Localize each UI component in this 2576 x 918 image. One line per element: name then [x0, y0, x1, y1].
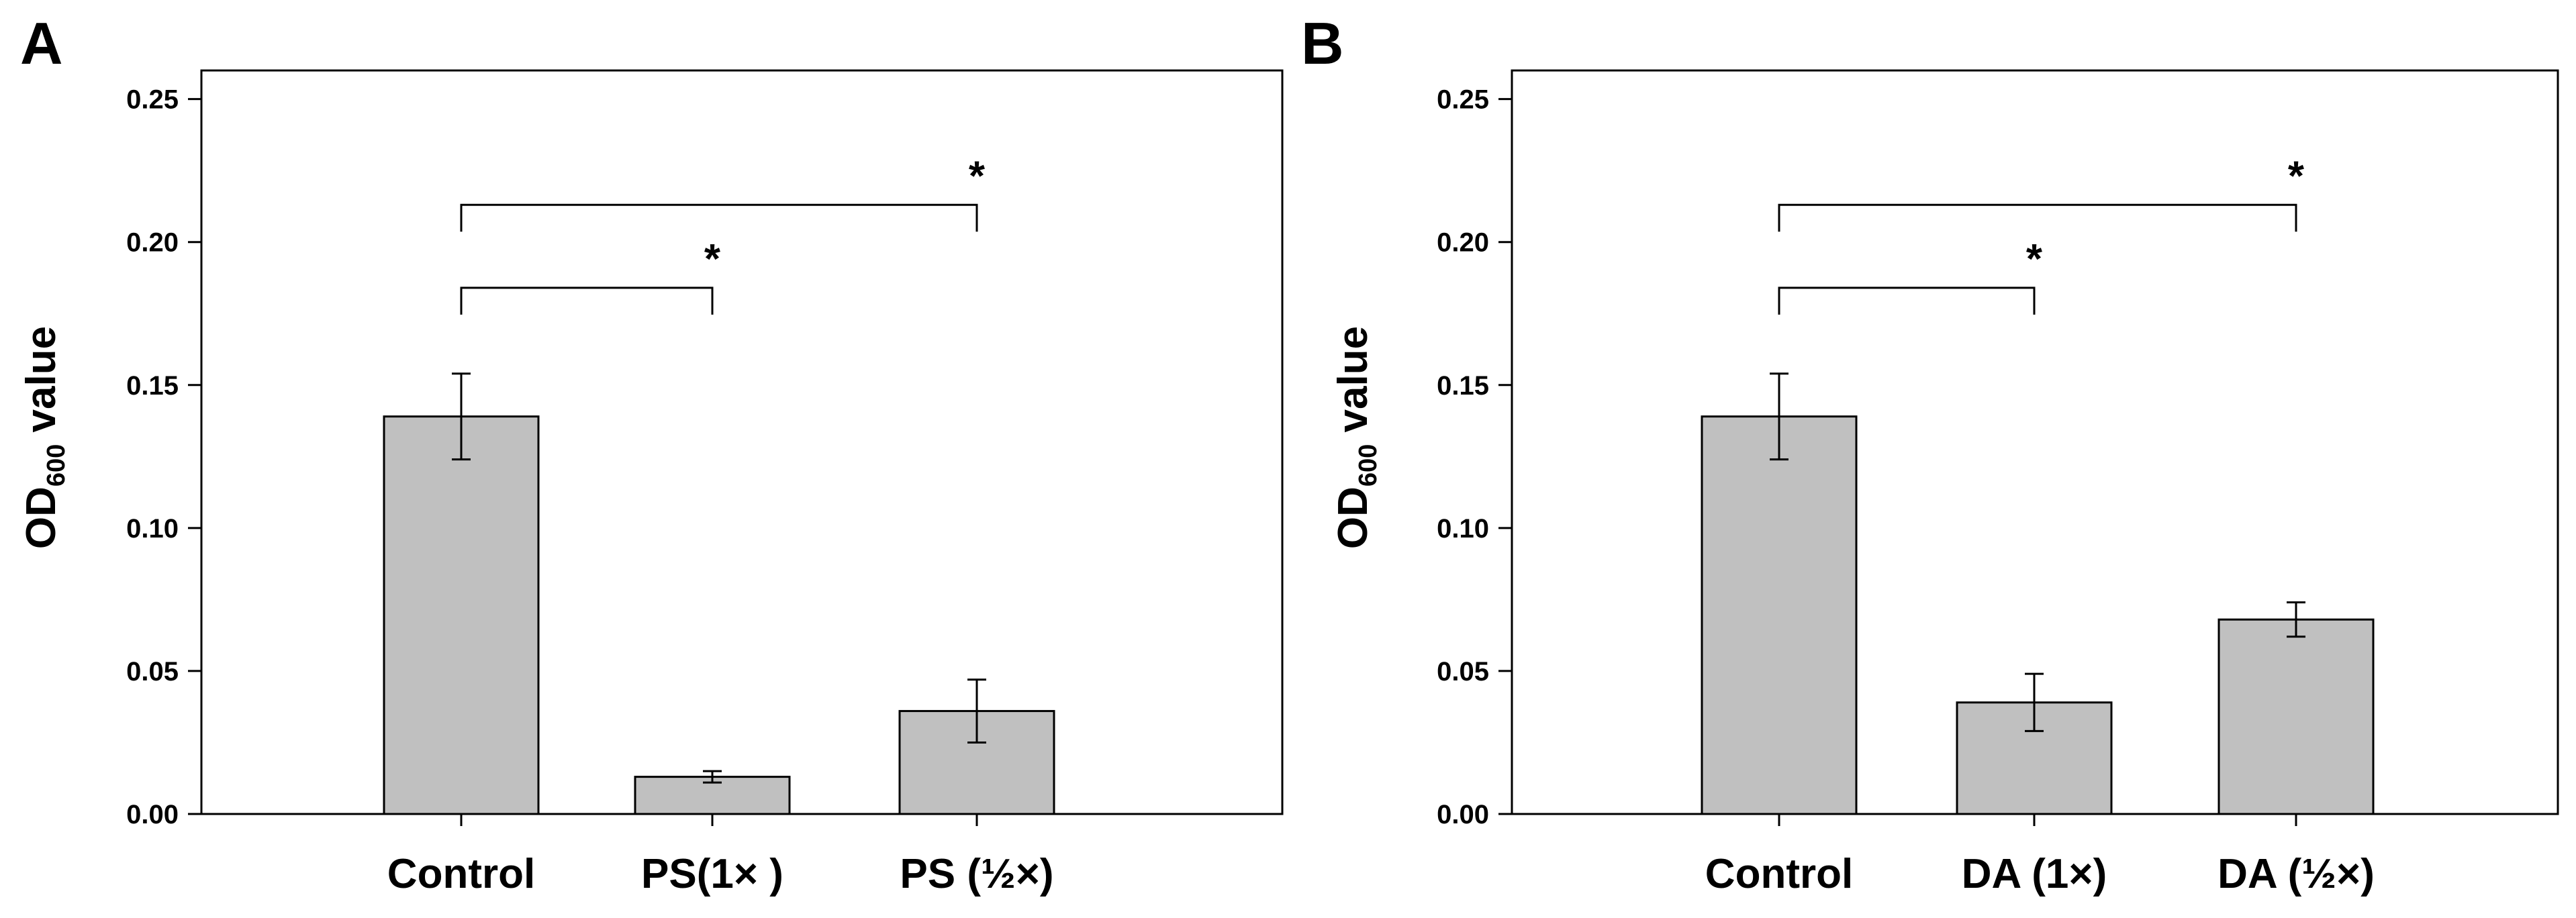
x-category-label: Control [387, 851, 535, 897]
panel-letter: B [1301, 10, 1344, 76]
significance-bracket [1778, 287, 2036, 315]
y-tick-label: 0.05 [1437, 657, 1489, 686]
y-axis-label-rest: value [18, 326, 64, 444]
panel-b: B 0.00 0.05 0.10 0.15 0.20 0.25 OD600 value Cont… [1301, 10, 2559, 897]
panel-letter: A [20, 10, 63, 76]
bar [1701, 415, 1858, 815]
y-tick-label: 0.00 [126, 800, 179, 829]
y-axis-label-subscript: 600 [1354, 444, 1382, 487]
significance-star: * [2288, 153, 2305, 199]
panel-a: A 0.00 0.05 0.10 0.15 0.20 0.25 OD600 value Cont… [18, 10, 1284, 897]
y-tick-label: 0.05 [126, 657, 179, 686]
y-tick-label: 0.20 [1437, 228, 1489, 258]
bar [383, 415, 540, 815]
x-category-label: PS (½×) [900, 851, 1053, 897]
y-tick-label: 0.10 [126, 514, 179, 544]
x-category-label: PS(1× ) [641, 851, 783, 897]
significance-star: * [704, 236, 721, 283]
y-axis-label-subscript: 600 [42, 444, 70, 487]
significance-star: * [969, 153, 986, 199]
y-axis-label-main: OD [18, 487, 64, 549]
y-tick-label: 0.15 [126, 371, 179, 401]
significance-bracket [460, 203, 978, 232]
y-tick-label: 0.20 [126, 228, 179, 258]
y-axis-label-rest: value [1330, 326, 1376, 444]
x-category-label: DA (½×) [2217, 851, 2375, 897]
y-axis-label-main: OD [1330, 487, 1376, 549]
y-tick-label: 0.10 [1437, 514, 1489, 544]
significance-bracket [1778, 203, 2297, 232]
plot-frame [200, 69, 1284, 815]
y-tick-label: 0.25 [126, 85, 179, 115]
y-axis-label: OD600 value [1330, 326, 1382, 549]
y-tick-label: 0.25 [1437, 85, 1489, 115]
significance-bracket [460, 287, 714, 315]
x-category-label: DA (1×) [1962, 851, 2107, 897]
bar [2217, 618, 2375, 815]
y-axis-label: OD600 value [18, 326, 70, 549]
y-tick-label: 0.15 [1437, 371, 1489, 401]
significance-star: * [2026, 236, 2043, 283]
y-tick-label: 0.00 [1437, 800, 1489, 829]
x-category-label: Control [1705, 851, 1853, 897]
